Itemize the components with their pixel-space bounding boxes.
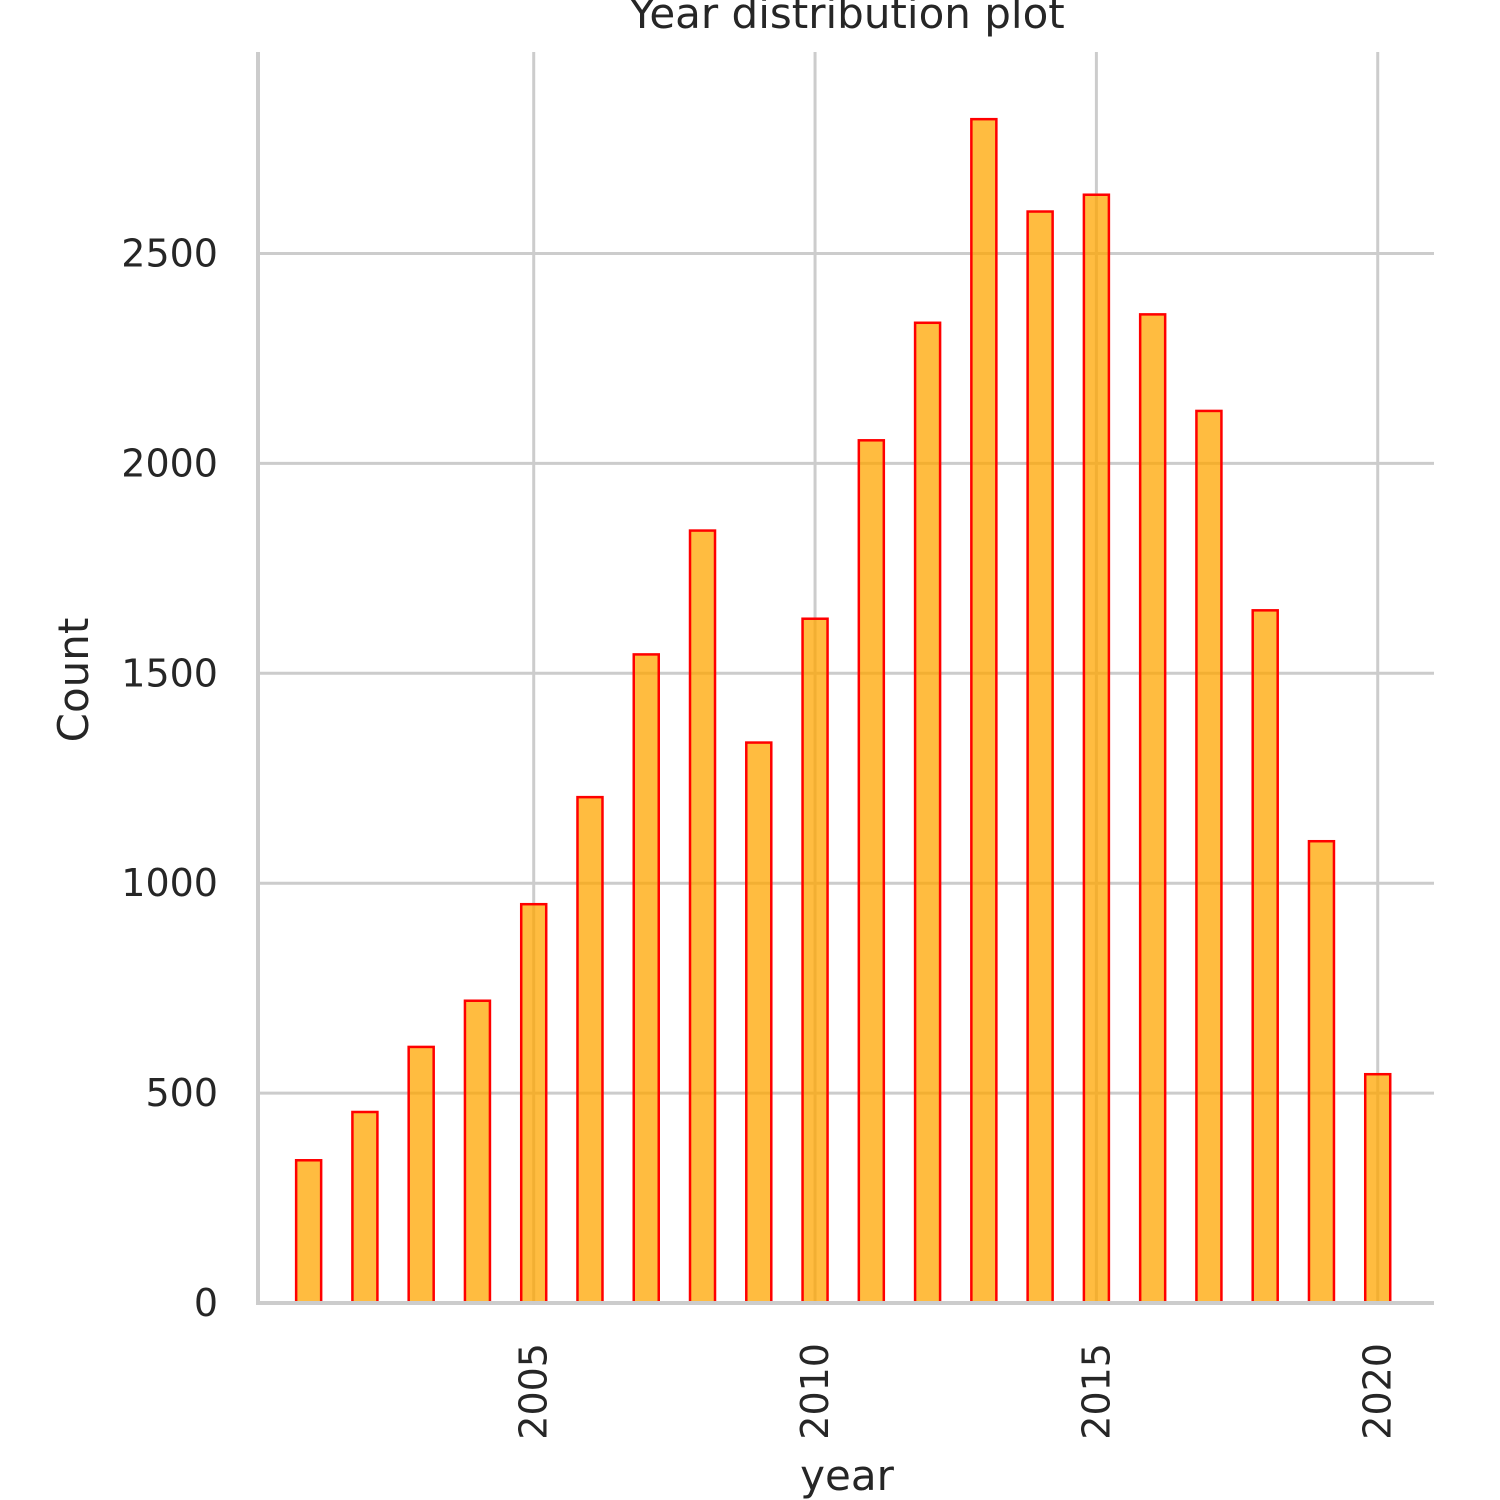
y-tick-label: 0 bbox=[194, 1281, 218, 1325]
bar bbox=[1082, 193, 1111, 1305]
y-tick-label: 1500 bbox=[121, 651, 218, 695]
y-tick-label: 1000 bbox=[121, 861, 218, 905]
y-tick-label: 500 bbox=[145, 1071, 218, 1115]
bar bbox=[745, 741, 773, 1305]
bar bbox=[801, 617, 829, 1305]
y-tick-label: 2500 bbox=[121, 232, 218, 276]
bar bbox=[970, 117, 998, 1305]
axes bbox=[256, 52, 1434, 1305]
y-tick-labels: 0 500 1000 1500 2000 2500 bbox=[121, 232, 218, 1325]
y-axis-title: Count bbox=[49, 618, 98, 743]
bar bbox=[519, 902, 548, 1305]
bar bbox=[1195, 409, 1223, 1305]
x-tick-label: 2005 bbox=[512, 1343, 556, 1440]
x-tick-labels: 2005 2010 2015 2020 bbox=[512, 1343, 1400, 1440]
x-tick-label: 2010 bbox=[793, 1343, 837, 1440]
x-tick-label: 2020 bbox=[1356, 1343, 1400, 1440]
chart-title: Year distribution plot bbox=[628, 0, 1064, 38]
x-tick-label: 2015 bbox=[1074, 1343, 1118, 1440]
bar bbox=[857, 439, 886, 1305]
bar bbox=[1138, 313, 1167, 1305]
bar bbox=[294, 1159, 323, 1305]
bar bbox=[1026, 210, 1054, 1305]
bar bbox=[913, 321, 942, 1305]
bar bbox=[407, 1045, 435, 1305]
y-tick-label: 2000 bbox=[121, 441, 218, 485]
bar bbox=[1251, 609, 1279, 1305]
bar bbox=[1363, 1072, 1392, 1305]
bar bbox=[688, 529, 717, 1305]
bar bbox=[351, 1110, 379, 1305]
bar bbox=[576, 795, 604, 1305]
bars bbox=[294, 117, 1392, 1305]
bar bbox=[632, 653, 660, 1305]
x-axis-title: year bbox=[800, 1451, 894, 1500]
bar bbox=[463, 999, 492, 1305]
bar bbox=[1307, 839, 1336, 1305]
